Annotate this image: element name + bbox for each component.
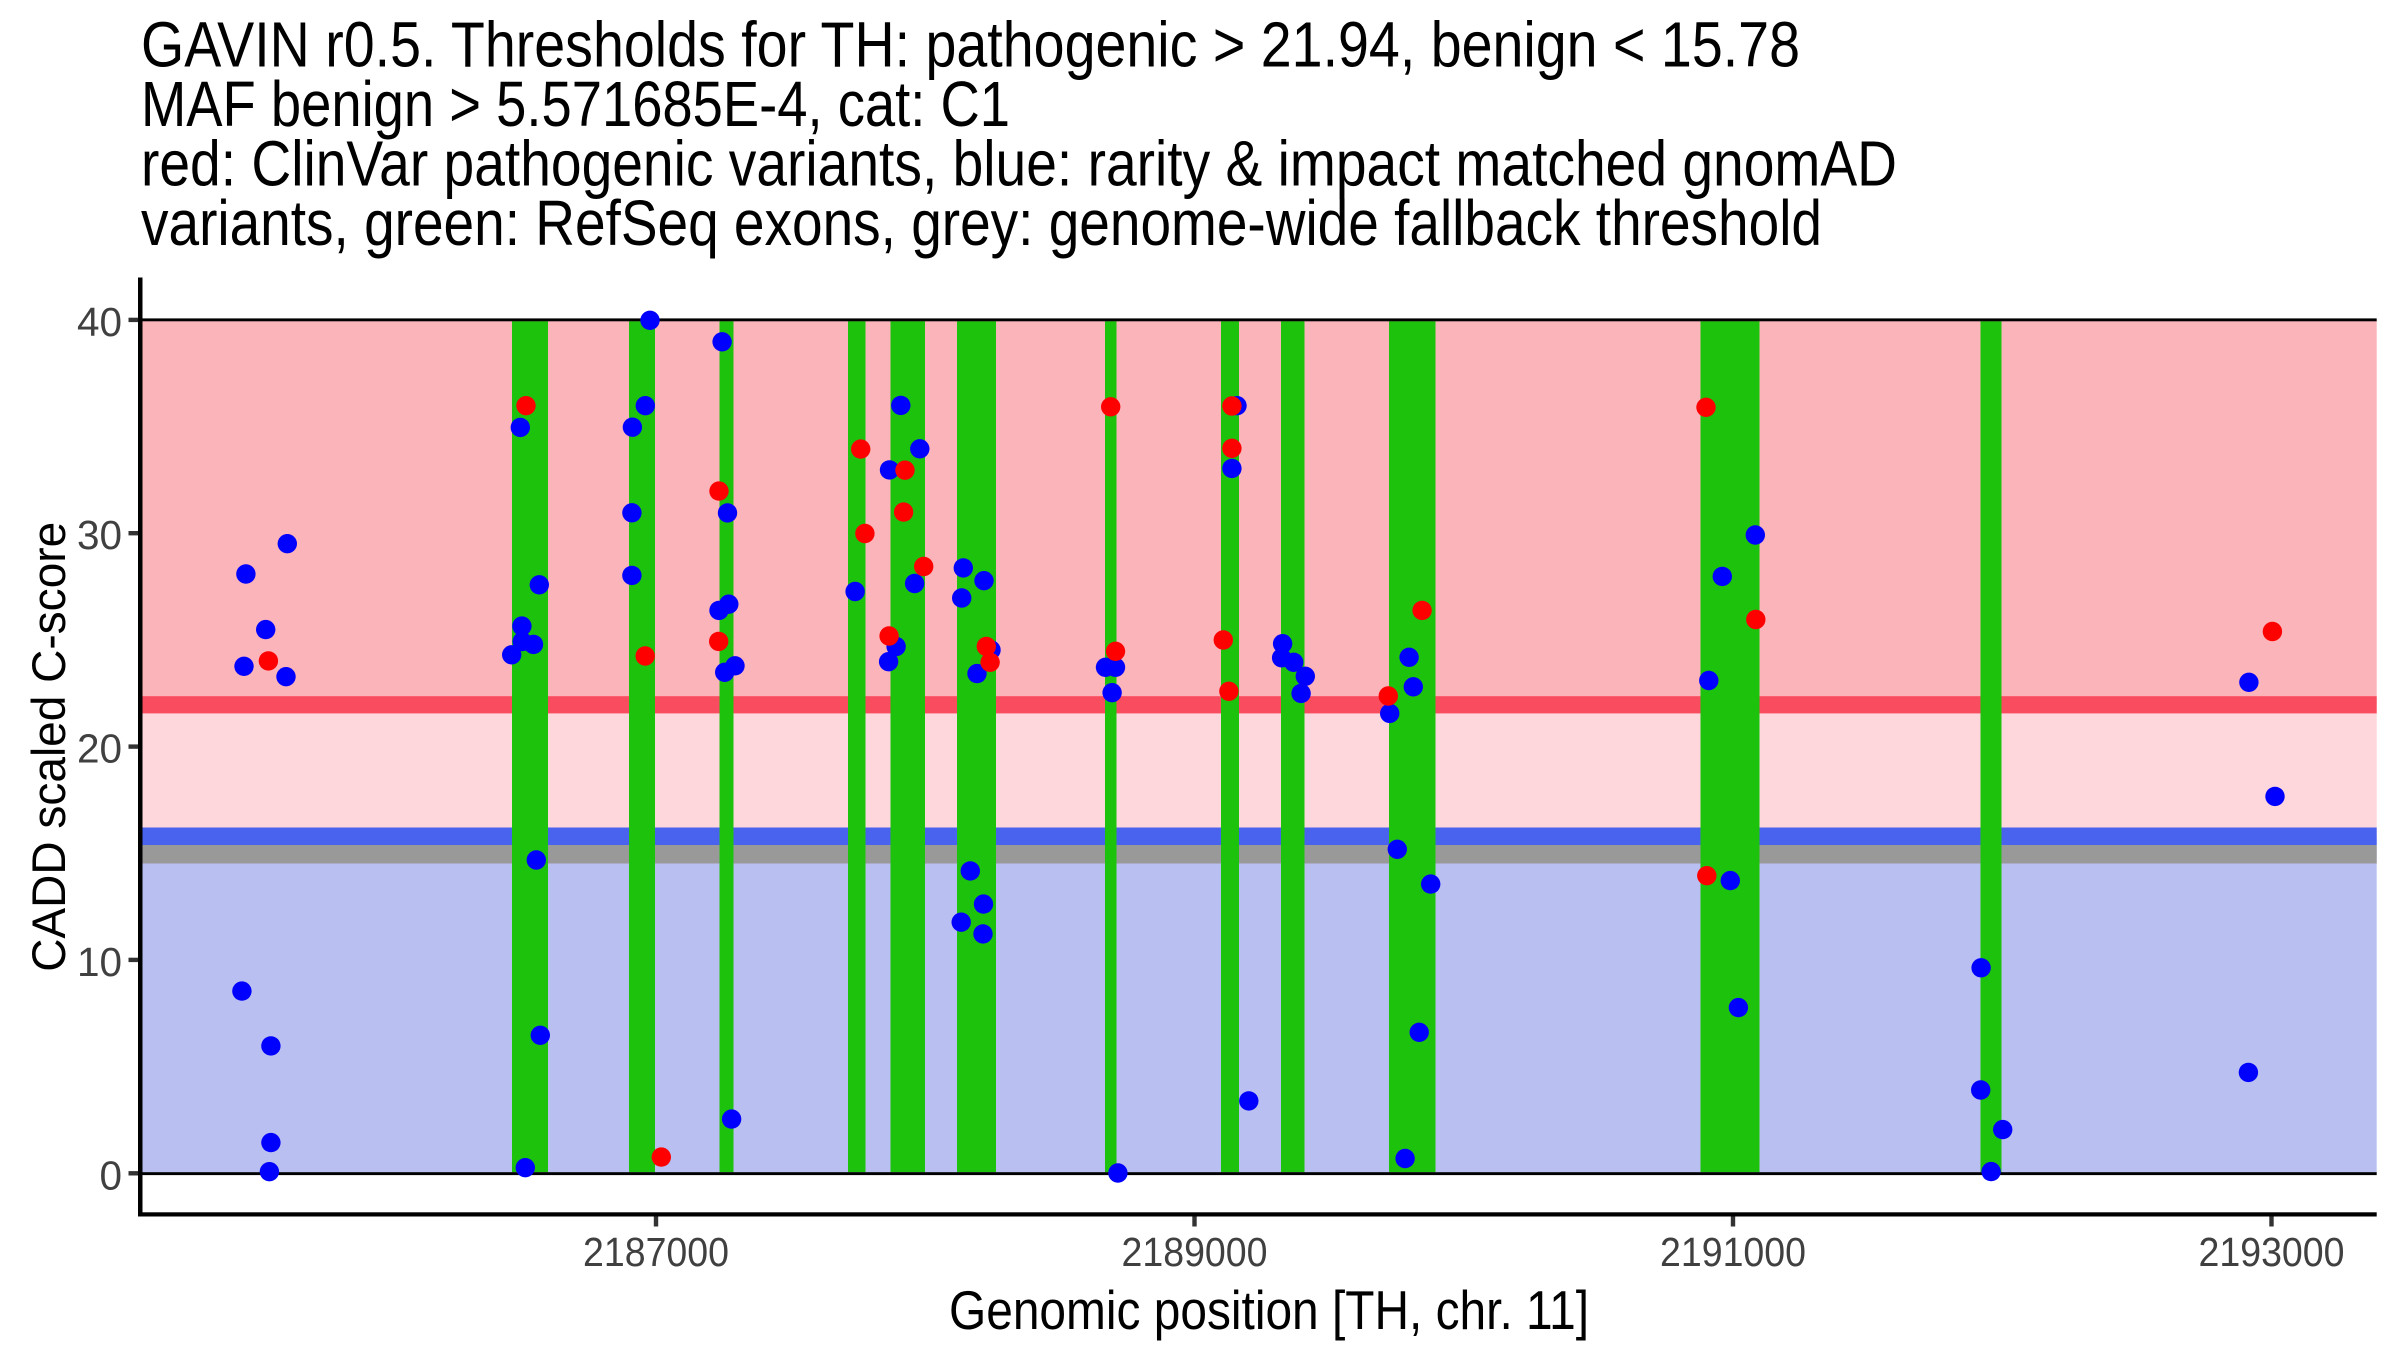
svg-text:2189000: 2189000 <box>1122 1229 1268 1275</box>
svg-text:GAVIN r0.5. Thresholds for TH:: GAVIN r0.5. Thresholds for TH: pathogeni… <box>141 9 1800 81</box>
svg-text:CADD scaled C-score: CADD scaled C-score <box>22 522 75 972</box>
svg-text:0: 0 <box>99 1152 122 1198</box>
svg-text:red: ClinVar pathogenic varian: red: ClinVar pathogenic variants, blue: … <box>141 128 1897 200</box>
svg-text:variants, green: RefSeq exons,: variants, green: RefSeq exons, grey: gen… <box>141 187 1822 259</box>
svg-text:MAF benign > 5.571685E-4, cat:: MAF benign > 5.571685E-4, cat: C1 <box>141 68 1010 140</box>
svg-text:2191000: 2191000 <box>1660 1229 1806 1275</box>
svg-text:2187000: 2187000 <box>583 1229 729 1275</box>
svg-text:40: 40 <box>77 299 122 345</box>
svg-text:30: 30 <box>77 512 122 558</box>
svg-text:20: 20 <box>77 726 122 772</box>
svg-text:Genomic position [TH, chr. 11]: Genomic position [TH, chr. 11] <box>949 1280 1589 1341</box>
svg-text:10: 10 <box>77 939 122 985</box>
svg-text:2193000: 2193000 <box>2199 1229 2345 1275</box>
